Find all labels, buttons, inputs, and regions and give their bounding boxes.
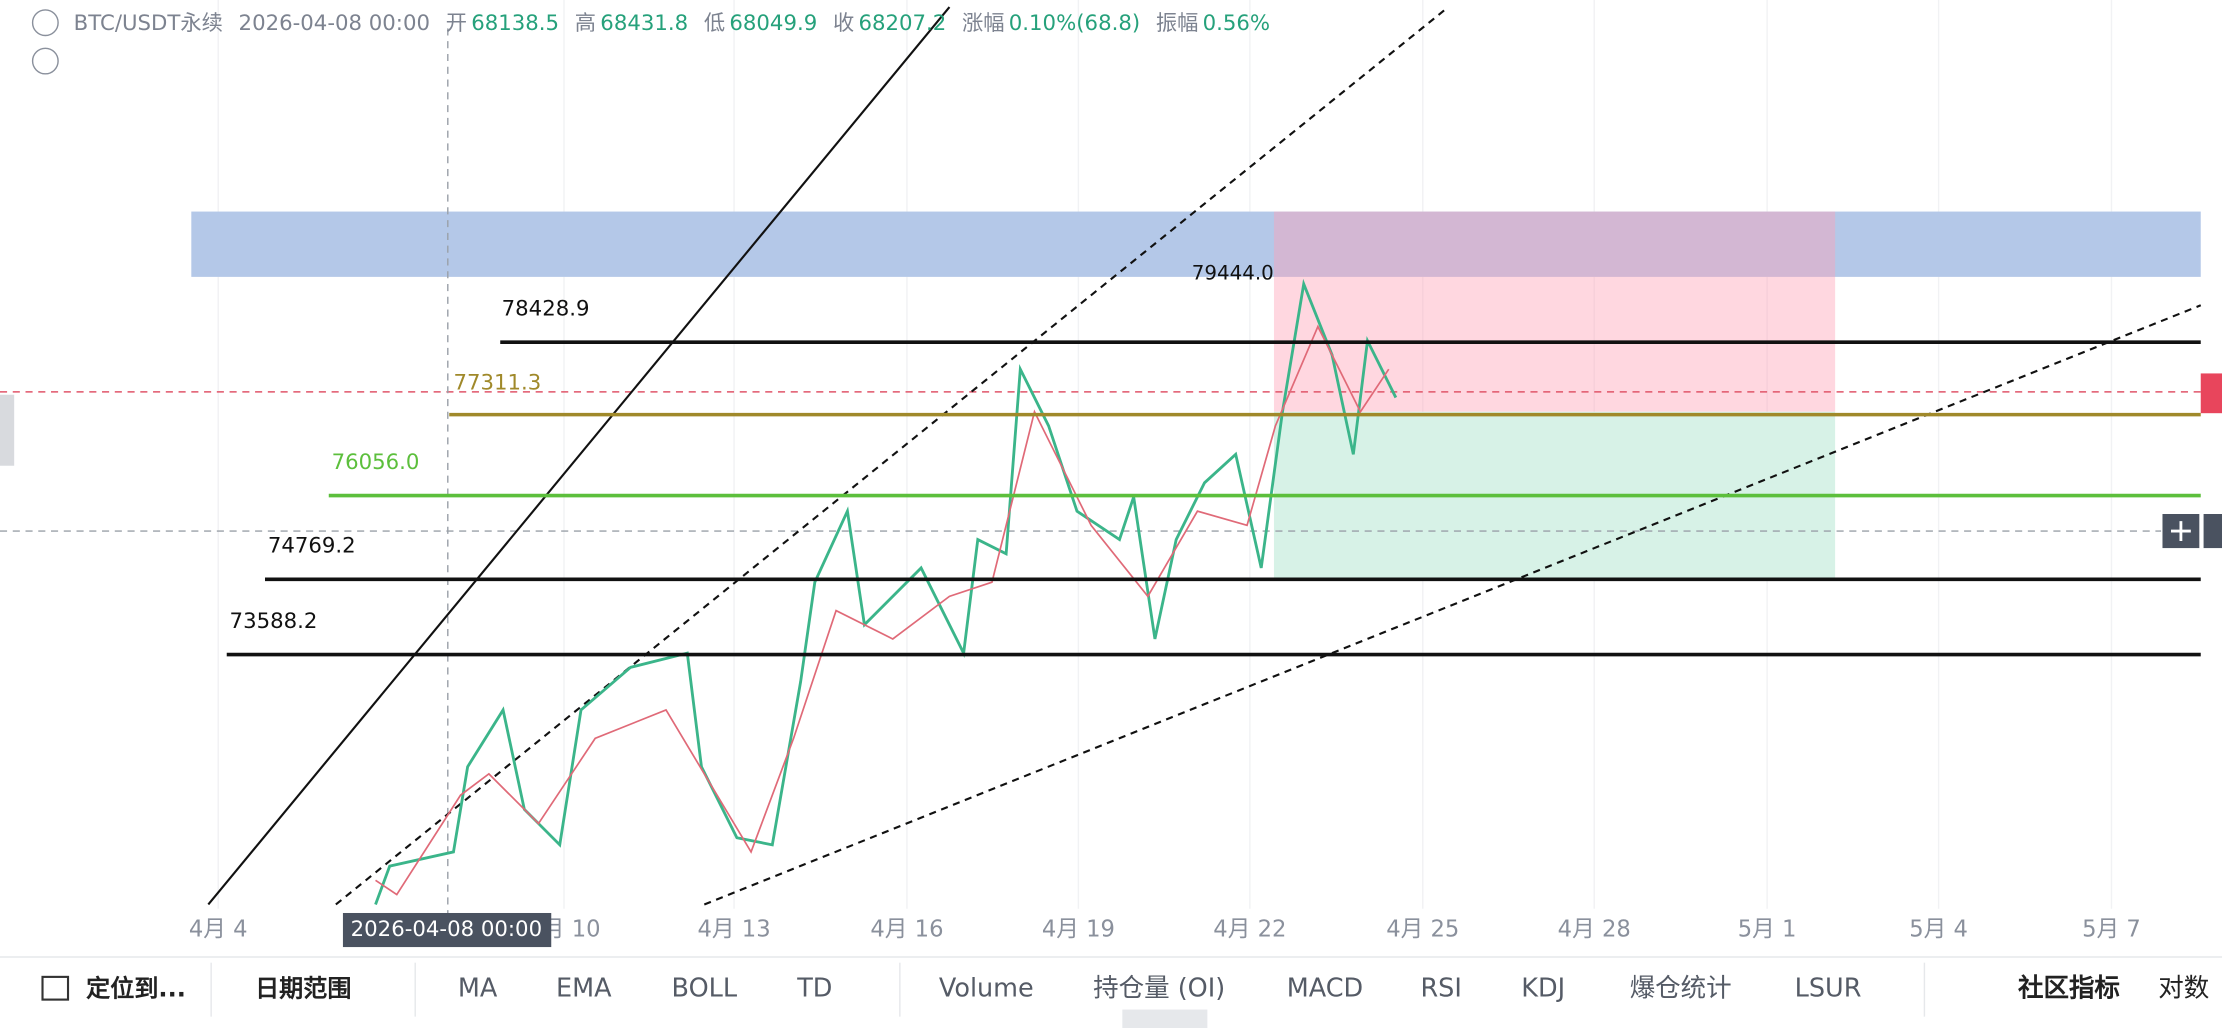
level-label: 77311.3 <box>453 370 541 395</box>
stop-zone <box>1273 211 1836 412</box>
indicator-tab[interactable]: MA <box>458 974 498 1004</box>
x-tick-label: 4月 13 <box>697 917 770 943</box>
price-marker <box>2200 373 2222 414</box>
sub-indicator-tab[interactable]: Volume <box>939 974 1034 1004</box>
log-button[interactable]: 对数 <box>2158 974 2209 1004</box>
x-tick-label: 4月 4 <box>189 917 248 943</box>
side-handle[interactable] <box>0 394 15 466</box>
locate-button[interactable]: 定位到... <box>86 975 186 1003</box>
indicator-tab[interactable]: TD <box>796 974 832 1004</box>
sub-indicator-tab[interactable]: MACD <box>1287 974 1363 1004</box>
crosshair-label: 2026-04-08 00:00 <box>351 917 542 942</box>
peak-label: 79444.0 <box>1192 262 1274 285</box>
sub-indicator-tab[interactable]: LSUR <box>1795 974 1862 1004</box>
x-tick-label: 5月 7 <box>2082 917 2141 943</box>
x-tick-label: 5月 4 <box>1909 917 1968 943</box>
axis-marker <box>2203 514 2222 549</box>
date-range-button[interactable]: 日期范围 <box>255 975 351 1003</box>
x-tick-label: 5月 1 <box>1738 917 1797 943</box>
price-series-down <box>375 324 1390 896</box>
expand-icon[interactable] <box>31 47 59 75</box>
drawer-handle[interactable] <box>1122 1009 1208 1028</box>
collapse-icon[interactable] <box>31 9 59 37</box>
indicator-tab[interactable]: BOLL <box>672 974 738 1004</box>
x-tick-label: 4月 28 <box>1558 917 1631 943</box>
indicator-tabs: MA EMA BOLL TD Volume 持仓量 (OI) MACD RSI KDJ 爆仓统计 L… <box>458 974 1862 1004</box>
sub-indicator-tab[interactable]: 持仓量 (OI) <box>1093 974 1225 1004</box>
ohlc-header: BTC/USDT永续 2026-04-08 00:00 开 68138.5 高 68… <box>74 11 1270 37</box>
level-label: 78428.9 <box>502 297 590 322</box>
x-tick-label: 4月 25 <box>1386 917 1459 943</box>
channel-line <box>335 6 1449 906</box>
channel-line <box>703 304 2202 906</box>
trend-line <box>207 6 951 906</box>
sub-indicator-tab[interactable]: KDJ <box>1521 974 1565 1004</box>
level-label: 76056.0 <box>332 450 420 475</box>
toolbar <box>0 957 2222 1028</box>
level-label: 74769.2 <box>268 534 356 559</box>
x-tick-label: 4月 16 <box>870 917 943 943</box>
sub-indicator-tab[interactable]: 爆仓统计 <box>1630 974 1732 1004</box>
x-tick-label: 4月 19 <box>1042 917 1115 943</box>
add-icon <box>2170 521 2191 541</box>
x-tick-label: 4月 22 <box>1213 917 1286 943</box>
resistance-zone <box>191 211 2201 277</box>
indicator-tab[interactable]: EMA <box>556 974 612 1004</box>
level-label: 73588.2 <box>230 609 318 634</box>
locate-icon <box>41 975 70 1001</box>
community-button[interactable]: 社区指标 <box>2018 974 2120 1004</box>
crosshair-tag <box>342 912 552 948</box>
sub-indicator-tab[interactable]: RSI <box>1420 974 1461 1004</box>
